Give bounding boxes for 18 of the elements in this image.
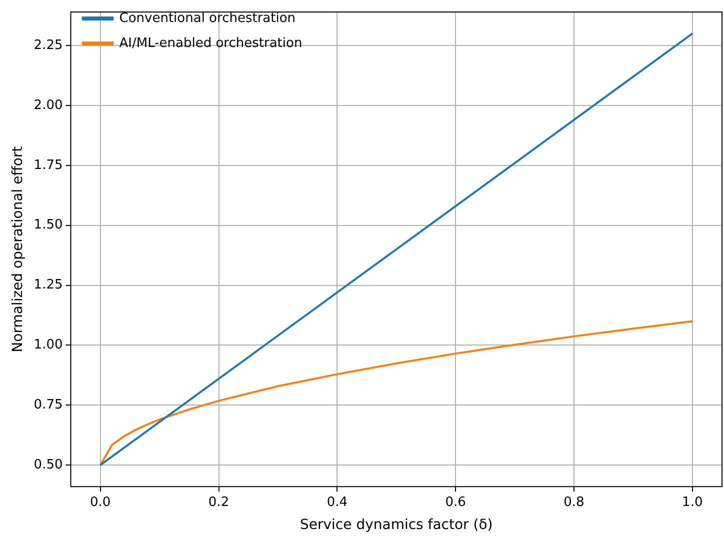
y-tick-label: 1.25 (34, 278, 63, 293)
x-tick-label: 0.8 (564, 494, 584, 510)
legend-label: AI/ML-enabled orchestration (119, 36, 302, 51)
x-axis-title: Service dynamics factor (δ) (300, 517, 493, 534)
x-tick-label: 0.6 (445, 494, 466, 510)
x-tick-label: 0.0 (90, 494, 111, 510)
y-tick-label: 0.75 (34, 397, 63, 412)
y-tick-label: 2.25 (34, 38, 63, 53)
x-tick-label: 1.0 (682, 494, 703, 510)
y-tick-label: 2.00 (34, 98, 63, 113)
y-tick-label: 1.50 (34, 218, 63, 233)
y-tick-label: 1.00 (34, 338, 63, 353)
y-tick-label: 1.75 (34, 158, 63, 173)
legend-label: Conventional orchestration (119, 10, 296, 26)
x-tick-label: 0.4 (326, 494, 348, 510)
x-tick-label: 0.2 (208, 494, 230, 510)
y-axis-title: Normalized operational effort (10, 146, 26, 352)
y-tick-label: 0.50 (34, 457, 63, 472)
